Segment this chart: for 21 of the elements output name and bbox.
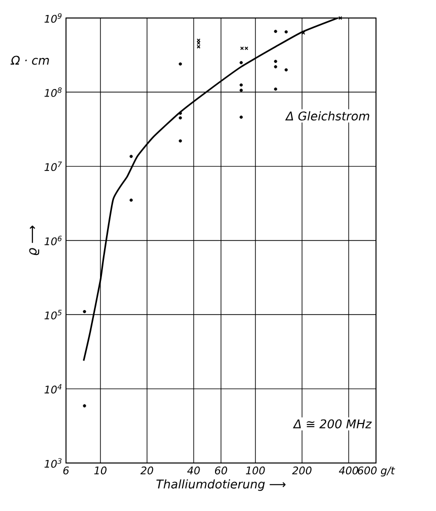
x-tick-label: 100 (246, 466, 265, 474)
x-tick-label: 200 (292, 466, 312, 474)
y-tick-label: 10$^{3}$ (44, 458, 62, 468)
x-tick-label: 600 g/t (358, 466, 396, 476)
x-tick-label: 400 (338, 466, 358, 474)
x-tick-label: 40 (187, 466, 200, 474)
y-tick-label: 10$^{8}$ (44, 87, 62, 97)
y-tick-label: 10$^{4}$ (44, 384, 62, 394)
annotation: Δ Gleichstrom (285, 111, 370, 121)
x-axis-title: Thalliumdotierung ⟶ (156, 479, 286, 491)
annotation: Δ ≅ 200 MHz (292, 419, 372, 428)
x-tick-label: 20 (140, 466, 154, 474)
x-tick-label: 10 (94, 466, 107, 474)
y-axis-title: ϱ ⟶ (29, 226, 40, 256)
y-tick-label: 10$^{9}$ (44, 13, 62, 23)
x-tick-label: 6 (63, 466, 69, 474)
x-tick-label: 60 (215, 466, 228, 474)
y-tick-label: 10$^{5}$ (44, 310, 62, 320)
y-tick-label: 10$^{7}$ (44, 162, 62, 172)
y-tick-label: 10$^{6}$ (44, 236, 62, 246)
text: Ω · cm (10, 56, 49, 65)
